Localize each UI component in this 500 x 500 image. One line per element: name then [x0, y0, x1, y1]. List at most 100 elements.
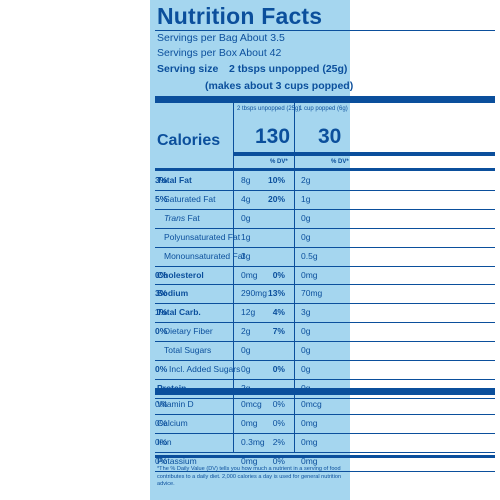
nutrient-amount-col2: 1g	[301, 193, 311, 204]
calories-divider	[233, 152, 495, 156]
calories-col1: 130	[255, 125, 291, 148]
divider	[155, 30, 495, 31]
vitamin-name: Potassium	[157, 456, 197, 466]
nutrient-amount-col1: 0g	[241, 364, 251, 374]
vitamin-amount-col1: 0mg	[241, 456, 258, 466]
nutrient-dv-col2: 3%	[155, 288, 168, 299]
nutrient-amount-col1: 12g	[241, 307, 256, 318]
nutrient-name: Monounsaturated Fat	[164, 250, 245, 261]
vitamin-dv-col2: 0%	[155, 399, 168, 409]
row-divider	[155, 414, 495, 415]
nutrient-amount-col2: 0g	[301, 326, 311, 337]
nutrient-name: Total Carb.	[157, 307, 201, 318]
nutrient-name: Total Sugars	[164, 345, 212, 356]
row-divider	[155, 265, 495, 267]
nutrient-row: Trans Fat 0g 0g	[155, 209, 345, 228]
nutrient-name: Trans Fat	[164, 212, 200, 223]
nutrient-amount-col1: 3g	[241, 250, 251, 261]
row-divider	[155, 208, 495, 210]
nutrient-row: Dietary Fiber 2g 7% 0g 0%	[155, 322, 345, 341]
footnote: *The % Daily Value (DV) tells you how mu…	[157, 466, 342, 487]
nutrient-dv-col2: 0%	[155, 364, 168, 374]
nutrient-name: Saturated Fat	[164, 193, 216, 204]
vitamin-dv-col2: 0%	[155, 418, 168, 428]
label-title: Nutrition Facts	[157, 3, 323, 29]
dv-label-col1: % DV*	[270, 159, 288, 165]
row-divider	[155, 452, 495, 453]
nutrient-row: Sodium 290mg 13% 70mg 3%	[155, 284, 345, 303]
nutrient-amount-col1: 2g	[241, 383, 250, 393]
nutrient-amount-col2: 3g	[301, 307, 311, 318]
row-divider	[155, 471, 495, 472]
nutrient-amount-col1: 0g	[241, 212, 251, 223]
serving-size-label: Serving size	[157, 63, 219, 75]
servings-per-box: Servings per Box About 42	[157, 47, 282, 59]
nutrient-amount-col1: 4g	[241, 193, 251, 204]
nutrient-amount-col2: 0g	[301, 383, 310, 393]
nutrient-row: Total Carb. 12g 4% 3g 1%	[155, 303, 345, 322]
calories-label: Calories	[157, 132, 221, 149]
vitamin-name: Iron	[157, 437, 172, 447]
column-divider-left	[233, 103, 234, 453]
vitamins-divider	[155, 388, 495, 395]
vitamin-row: Potassium 0mg 0% 0mg 0%	[155, 452, 345, 471]
nutrient-dv-col2: 0%	[155, 269, 168, 280]
nutrient-name: Dietary Fiber	[164, 326, 213, 337]
vitamin-row: Iron 0.3mg 2% 0mg 0%	[155, 433, 345, 452]
row-divider	[155, 341, 495, 343]
nutrient-amount-col2: 0g	[301, 364, 311, 374]
nutrient-amount-col2: 0g	[301, 345, 311, 356]
nutrient-amount-col2: 0.5g	[301, 250, 318, 261]
row-divider	[155, 246, 495, 248]
servings-per-bag: Servings per Bag About 3.5	[157, 32, 285, 44]
vitamin-dv-col2: 0%	[155, 456, 168, 466]
vitamin-dv-col2: 0%	[155, 437, 168, 447]
nutrient-dv-col1: 0%	[272, 364, 285, 374]
nutrient-row: Total Sugars 0g 0g	[155, 341, 345, 360]
row-divider	[155, 303, 495, 305]
vitamin-amount-col1: 0.3mg	[241, 437, 265, 447]
nutrient-name: Sodium	[157, 288, 189, 299]
nutrient-name: Protein	[157, 383, 186, 393]
nutrient-dv-col1: 0%	[272, 269, 285, 280]
vitamin-amount-col2: 0mg	[301, 418, 318, 428]
vitamin-amount-col2: 0mg	[301, 437, 318, 447]
vitamin-row: Vitamin D 0mcg 0% 0mcg 0%	[155, 395, 345, 414]
row-divider	[155, 360, 495, 361]
row-divider	[155, 397, 495, 399]
col2-header: 1 cup popped (6g)	[299, 106, 348, 112]
vitamin-name: Vitamin D	[157, 399, 194, 409]
col1-header: 2 tbsps unpopped (25g)	[237, 106, 301, 112]
nutrient-amount-col2: 2g	[301, 175, 311, 185]
nutrient-dv-col2: 5%	[155, 193, 168, 204]
nutrient-dv-col1: 10%	[267, 175, 285, 185]
nutrients-top-divider	[155, 168, 495, 171]
nutrient-amount-col1: 0g	[241, 345, 251, 356]
vitamin-amount-col1: 0mg	[241, 418, 258, 428]
row-divider	[155, 189, 495, 191]
thick-divider	[155, 96, 495, 103]
nutrient-row: Protein 2g 0g	[155, 379, 345, 398]
vitamin-dv-col1: 0%	[272, 418, 285, 428]
nutrient-amount-col1: 1g	[241, 231, 251, 242]
nutrient-amount-col1: 0mg	[241, 269, 258, 280]
nutrient-name: Cholesterol	[157, 269, 204, 280]
row-divider	[155, 227, 495, 229]
row-divider	[155, 322, 495, 324]
nutrient-row: Total Fat 8g 10% 2g 3%	[155, 171, 345, 190]
nutrient-row: Saturated Fat 4g 20% 1g 5%	[155, 190, 345, 209]
vitamin-amount-col1: 0mcg	[241, 399, 262, 409]
nutrient-amount-col2: 0g	[301, 212, 311, 223]
vitamin-dv-col1: 0%	[272, 456, 285, 466]
nutrient-dv-col1: 20%	[267, 193, 285, 204]
calories-col2: 30	[318, 125, 342, 148]
nutrient-amount-col2: 0mg	[301, 269, 318, 280]
nutrient-amount-col2: 0g	[301, 231, 311, 242]
vitamin-amount-col2: 0mg	[301, 456, 318, 466]
nutrient-amount-col1: 2g	[241, 326, 251, 337]
column-divider-right	[294, 103, 295, 453]
nutrient-name: Polyunsaturated Fat	[164, 231, 241, 242]
serving-size-value: 2 tbsps unpopped (25g)	[229, 63, 348, 75]
nutrient-amount-col2: 70mg	[301, 288, 323, 299]
nutrient-row: Cholesterol 0mg 0% 0mg 0%	[155, 266, 345, 285]
